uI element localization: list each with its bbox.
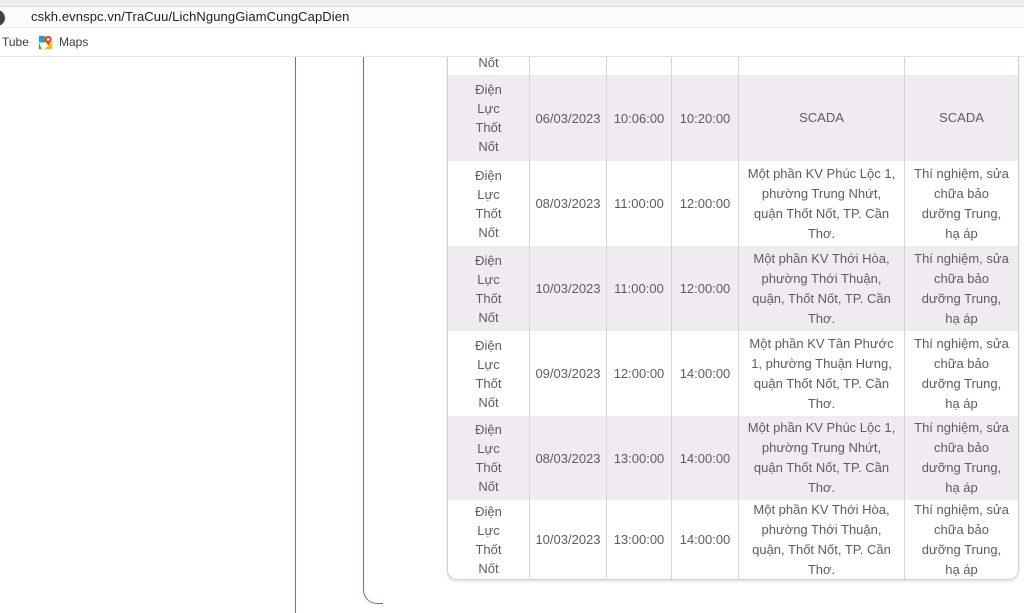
table-row: Điện Lực Thốt Nốt 08/03/2023 11:00:00 12:00…: [448, 161, 1018, 246]
cell-end-time: 10:20:00: [672, 75, 739, 161]
cell-start-time: 12:00:00: [607, 331, 672, 416]
cell-outage-area: Một phần KV Phúc Lộc 1, phường Trung Nhứ…: [739, 416, 905, 500]
address-bar[interactable]: cskh.evnspc.vn/TraCuu/LichNgungGiamCungC…: [0, 7, 1024, 28]
cell-outage-date: [530, 57, 607, 75]
cell-end-time: 14:00:00: [672, 416, 739, 500]
bookmark-youtube[interactable]: Tube: [2, 28, 29, 56]
table-row-clipped: Nốt: [448, 57, 1018, 75]
cell-outage-area: Một phần KV Thới Hòa, phường Thới Thuận,…: [739, 500, 905, 579]
url-text[interactable]: cskh.evnspc.vn/TraCuu/LichNgungGiamCungC…: [31, 9, 350, 24]
cell-power-unit: Điện Lực Thốt Nốt: [448, 246, 530, 331]
table-row: Điện Lực Thốt Nốt 10/03/2023 13:00:00 14:00…: [448, 500, 1018, 579]
cell-power-unit: Điện Lực Thốt Nốt: [448, 416, 530, 500]
cell-power-unit: Điện Lực Thốt Nốt: [448, 161, 530, 246]
outage-table: Nốt Điện Lực Thốt Nốt 06/03/2023 10:06:00 10…: [447, 57, 1019, 580]
cell-outage-reason: Thí nghiệm, sửa chữa bảo dưỡng Trung, hạ…: [914, 165, 1009, 241]
panel-border-rounded-container: [363, 57, 383, 604]
cell-start-time: [607, 57, 672, 75]
table-row: Điện Lực Thốt Nốt 10/03/2023 11:00:00 12:00…: [448, 246, 1018, 331]
cell-outage-area: Một phần KV Tân Phước 1, phường Thuận Hư…: [739, 331, 905, 416]
cell-power-unit: Điện Lực Thốt Nốt: [448, 331, 530, 416]
cell-outage-area: SCADA: [739, 75, 905, 161]
cell-power-unit: Nốt: [448, 57, 530, 75]
cell-power-unit: Điện Lực Thốt Nốt: [448, 75, 530, 161]
cell-end-time: [672, 57, 739, 75]
cell-start-time: 13:00:00: [607, 416, 672, 500]
table-row: Điện Lực Thốt Nốt 08/03/2023 13:00:00 14:00…: [448, 416, 1018, 500]
cell-outage-reason: SCADA: [939, 110, 984, 125]
cell-outage-date: 09/03/2023: [530, 331, 607, 416]
table-row: Điện Lực Thốt Nốt 06/03/2023 10:06:00 10:20…: [448, 75, 1018, 161]
cell-outage-reason: Thí nghiệm, sửa chữa bảo dưỡng Trung, hạ…: [914, 501, 1009, 577]
cell-end-time: 12:00:00: [672, 246, 739, 331]
cell-outage-reason: Thí nghiệm, sửa chữa bảo dưỡng Trung, hạ…: [914, 335, 1009, 411]
cell-outage-date: 10/03/2023: [530, 500, 607, 579]
cell-outage-area: [739, 57, 905, 75]
cell-outage-date: 10/03/2023: [530, 246, 607, 331]
cell-outage-area: Một phần KV Phúc Lộc 1, phường Trung Nhứ…: [739, 161, 905, 246]
cell-start-time: 13:00:00: [607, 500, 672, 579]
cell-outage-reason: Thí nghiệm, sửa chữa bảo dưỡng Trung, hạ…: [914, 250, 1009, 326]
cell-start-time: 11:00:00: [607, 161, 672, 246]
clipped-text-fragment: Nốt: [478, 57, 499, 70]
site-info-icon[interactable]: [0, 10, 5, 26]
cell-outage-date: 08/03/2023: [530, 416, 607, 500]
cell-end-time: 12:00:00: [672, 161, 739, 246]
panel-border-line-left: [295, 57, 296, 613]
bookmarks-bar: Tube Maps: [0, 28, 1024, 57]
tab-strip: [0, 0, 1024, 7]
bookmark-label: Maps: [59, 35, 89, 49]
cell-end-time: 14:00:00: [672, 500, 739, 579]
cell-outage-area: Một phần KV Thới Hòa, phường Thới Thuận,…: [739, 246, 905, 331]
cell-outage-reason: Thí nghiệm, sửa chữa bảo dưỡng Trung, hạ…: [914, 420, 1009, 495]
cell-start-time: 11:00:00: [607, 246, 672, 331]
bookmark-label: Tube: [2, 35, 29, 49]
table-row: Điện Lực Thốt Nốt 09/03/2023 12:00:00 14:00…: [448, 331, 1018, 416]
page-content: Nốt Điện Lực Thốt Nốt 06/03/2023 10:06:00 10…: [0, 57, 1024, 613]
cell-start-time: 10:06:00: [607, 75, 672, 161]
cell-outage-reason: [905, 57, 1018, 75]
cell-power-unit: Điện Lực Thốt Nốt: [448, 500, 530, 579]
bookmark-maps[interactable]: Maps: [38, 28, 88, 56]
cell-outage-date: 08/03/2023: [530, 161, 607, 246]
cell-outage-date: 06/03/2023: [530, 75, 607, 161]
cell-end-time: 14:00:00: [672, 331, 739, 416]
google-maps-icon: [38, 34, 53, 50]
